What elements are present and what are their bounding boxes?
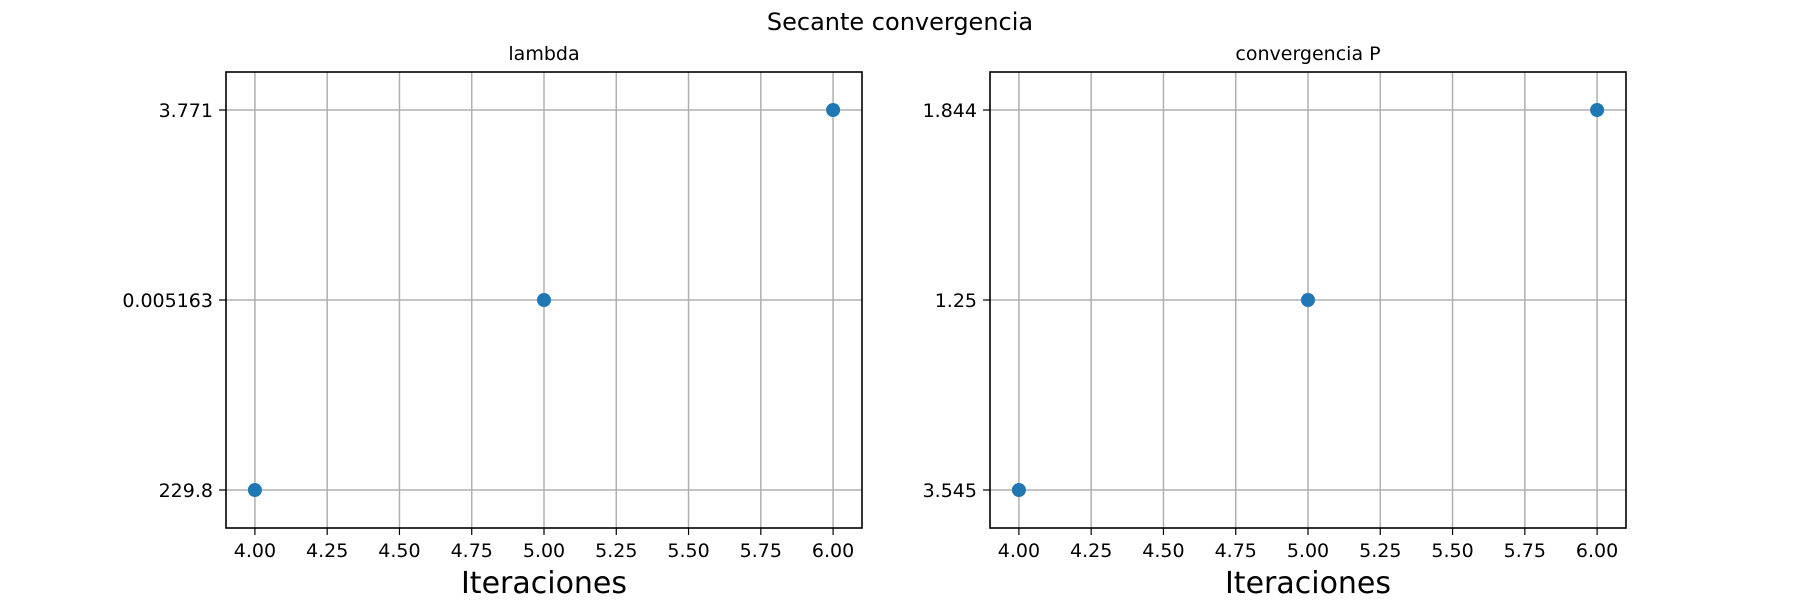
x-tick-label: 5.50 <box>667 540 709 562</box>
y-tick-label: 0.005163 <box>122 290 213 312</box>
x-axis-label: Iteraciones <box>461 566 627 600</box>
figure-suptitle: Secante convergencia <box>767 8 1033 36</box>
data-point <box>537 293 551 307</box>
x-tick-label: 6.00 <box>812 540 854 562</box>
x-axis-label: Iteraciones <box>1225 566 1391 600</box>
y-tick-label: 229.8 <box>159 480 213 502</box>
x-tick-label: 5.50 <box>1431 540 1473 562</box>
data-point <box>826 103 841 117</box>
x-tick-label: 4.75 <box>1215 540 1257 562</box>
y-tick-label: 1.25 <box>935 290 977 312</box>
x-tick-label: 5.75 <box>1504 540 1546 562</box>
x-tick-label: 5.75 <box>740 540 782 562</box>
subplot-lambda: lambda Iteraciones 4.00 4.25 4.50 4.75 5.00 5… <box>122 43 863 601</box>
subplot-title: lambda <box>508 43 579 65</box>
x-tick-label: 6.00 <box>1576 540 1618 562</box>
x-tick-label: 4.00 <box>234 540 276 562</box>
y-tick-label: 1.844 <box>923 100 977 122</box>
data-point <box>1011 483 1026 497</box>
x-tick-label: 5.25 <box>1359 540 1401 562</box>
data-point <box>247 483 262 497</box>
subplot-title: convergencia P <box>1235 43 1380 65</box>
x-tick-label: 5.00 <box>523 540 565 562</box>
x-tick-label: 4.50 <box>1142 540 1184 562</box>
axes-frame <box>225 71 863 529</box>
y-tick-label: 3.771 <box>159 100 213 122</box>
x-tick-label: 5.00 <box>1287 540 1329 562</box>
x-tick-label: 5.25 <box>595 540 637 562</box>
subplot-convergencia-p: convergencia P Iteraciones 4.00 4.25 4.50 4… <box>923 43 1627 601</box>
x-tick-label: 4.00 <box>998 540 1040 562</box>
x-tick-label: 4.25 <box>306 540 348 562</box>
grid <box>990 72 1626 528</box>
x-tick-label: 4.50 <box>378 540 420 562</box>
data-point <box>1590 103 1605 117</box>
data-point <box>1301 293 1315 307</box>
x-tick-label: 4.25 <box>1070 540 1112 562</box>
x-tick-label: 4.75 <box>451 540 493 562</box>
y-tick-label: 3.545 <box>923 480 977 502</box>
axes-frame <box>989 71 1627 529</box>
